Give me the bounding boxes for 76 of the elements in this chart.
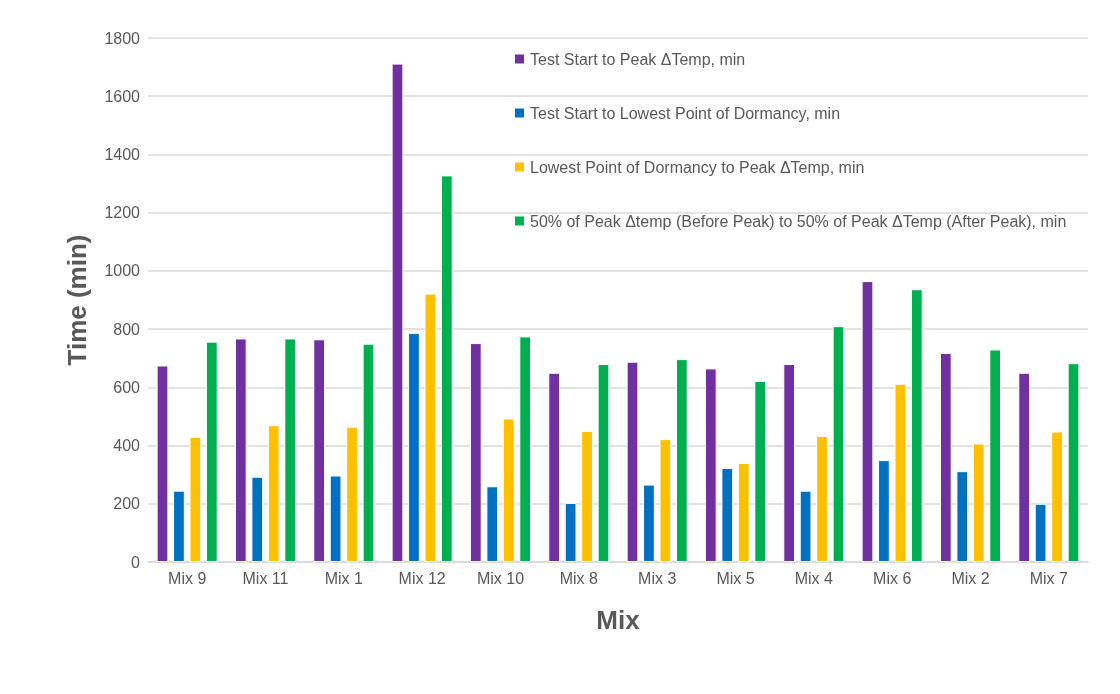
x-tick-label: Mix 11: [242, 569, 289, 587]
bar: [754, 380, 767, 562]
bar: [548, 372, 561, 562]
y-tick-label: 800: [113, 320, 141, 338]
bar: [156, 365, 169, 562]
bar: [721, 467, 734, 562]
y-axis-title: Time (min): [62, 234, 92, 366]
y-tick-label: 600: [113, 378, 141, 396]
bar: [956, 471, 969, 562]
bar: [284, 338, 297, 562]
bar: [205, 341, 218, 562]
bar: [737, 463, 750, 562]
bar: [234, 338, 247, 562]
bar: [424, 293, 437, 562]
y-tick-label: 400: [113, 437, 141, 455]
x-tick-label: Mix 3: [638, 569, 677, 587]
bar: [362, 343, 375, 562]
bar: [626, 361, 639, 562]
x-tick-label: Mix 5: [716, 569, 755, 587]
bar: [832, 326, 845, 562]
x-tick-label: Mix 8: [559, 569, 599, 587]
bar: [878, 460, 890, 562]
bar: [989, 349, 1002, 562]
x-tick-label: Mix 12: [398, 569, 446, 587]
bar: [313, 339, 326, 562]
bar: [972, 443, 985, 562]
bar: [391, 63, 404, 562]
bar: [1067, 363, 1080, 562]
bar: [675, 359, 688, 562]
legend-label: Test Start to Peak ΔTemp, min: [530, 50, 746, 68]
bar: [329, 475, 342, 562]
x-tick-label: Mix 9: [168, 569, 207, 587]
bar: [581, 431, 593, 562]
bar: [469, 343, 482, 562]
y-tick-label: 1600: [104, 87, 141, 105]
bar: [939, 352, 952, 562]
x-tick-label: Mix 10: [476, 569, 525, 587]
legend-label: 50% of Peak Δtemp (Before Peak) to 50% of Peak ΔTemp (After Peak), min: [530, 212, 1067, 230]
legend-label: Test Start to Lowest Point of Dormancy, min: [530, 104, 841, 122]
x-tick-label: Mix 7: [1029, 569, 1069, 587]
bar: [173, 490, 185, 562]
x-axis-title: Mix: [596, 605, 641, 635]
bar: [861, 281, 874, 562]
y-tick-label: 1400: [104, 145, 141, 163]
bar: [1018, 372, 1031, 562]
bar: [408, 332, 420, 562]
y-tick-label: 1800: [104, 29, 141, 47]
x-tick-label: Mix 6: [873, 569, 912, 587]
bar: [816, 435, 828, 562]
bar: [894, 383, 907, 562]
y-tick-label: 200: [113, 495, 141, 513]
x-tick-label: Mix 4: [794, 569, 834, 587]
bar: [910, 289, 923, 562]
x-tick-label: Mix 2: [951, 569, 990, 587]
bar: [440, 175, 453, 562]
bar: [564, 502, 577, 562]
bar: [346, 426, 358, 562]
bar: [502, 418, 515, 562]
bar: [251, 476, 264, 562]
bar: [486, 486, 499, 562]
bar: [643, 484, 655, 562]
bar: [189, 436, 202, 562]
bar: [799, 490, 812, 562]
y-tick-label: 1000: [104, 262, 141, 280]
bar: [659, 439, 672, 562]
bar: [783, 364, 796, 562]
y-tick-label: 0: [131, 553, 141, 571]
bar: [519, 336, 532, 562]
bar: [1034, 503, 1047, 562]
bar: [704, 368, 717, 562]
y-tick-label: 1200: [104, 204, 141, 222]
legend-label: Lowest Point of Dormancy to Peak ΔTemp, min: [530, 158, 865, 176]
x-tick-label: Mix 1: [324, 569, 364, 587]
bar: [1051, 431, 1063, 562]
bar: [597, 364, 610, 562]
bar: [267, 425, 280, 562]
